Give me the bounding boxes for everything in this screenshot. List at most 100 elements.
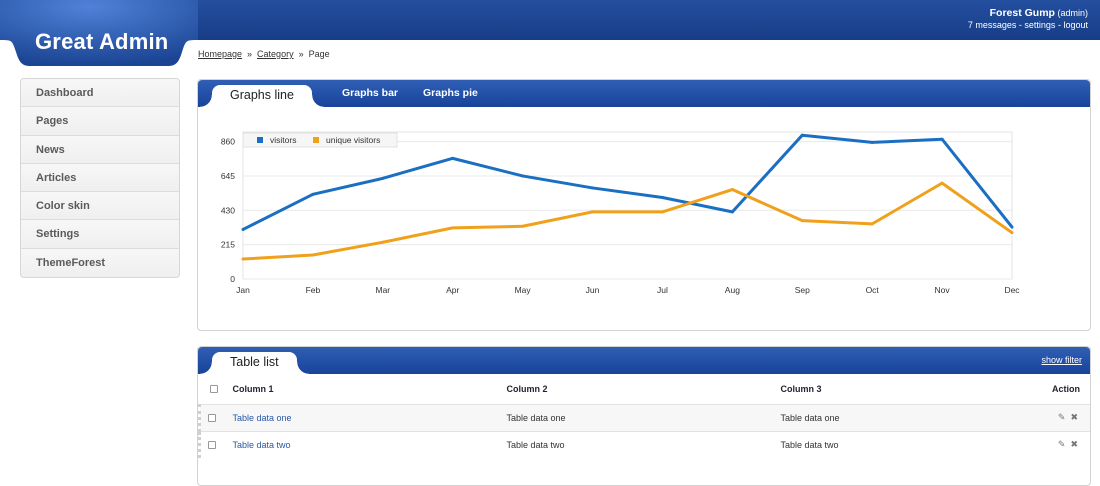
data-point: [730, 188, 734, 192]
x-tick-label: Feb: [306, 285, 321, 295]
table-row: Table data two Table data two Table data…: [198, 431, 1090, 458]
breadcrumb-separator: »: [298, 49, 304, 59]
data-point: [381, 176, 385, 180]
breadcrumb-current: Page: [308, 49, 330, 59]
table-panel: Table list show filter Column 1 Column 2…: [197, 346, 1091, 486]
edit-icon[interactable]: ✎: [1057, 439, 1066, 450]
data-point: [800, 219, 804, 223]
series-line-visitors: [242, 133, 1014, 231]
breadcrumb-separator: »: [247, 49, 253, 59]
sidebar-item-news[interactable]: News: [21, 135, 179, 164]
row-checkbox[interactable]: [208, 414, 216, 423]
series-line-unique-visitors: [242, 181, 1013, 261]
y-tick-label: 430: [221, 205, 235, 215]
legend-label: visitors: [270, 135, 296, 145]
column-header-action: Action: [1052, 383, 1080, 394]
data-point: [940, 181, 944, 185]
tab-graphs-line[interactable]: Graphs line: [200, 85, 324, 107]
show-filter-link[interactable]: show filter: [1041, 355, 1082, 365]
breadcrumb-homepage[interactable]: Homepage: [198, 49, 243, 59]
link-separator: -: [1018, 20, 1022, 30]
user-box: Forest Gump (admin) 7 messages - setting…: [968, 7, 1088, 31]
x-tick-label: Dec: [1004, 285, 1020, 295]
data-point: [940, 137, 944, 141]
row-checkbox[interactable]: [208, 441, 216, 450]
delete-icon[interactable]: ✖: [1070, 412, 1078, 422]
row-link[interactable]: Table data one: [232, 412, 292, 423]
x-tick-label: Nov: [935, 285, 951, 295]
x-tick-label: Aug: [725, 285, 740, 295]
breadcrumb: Homepage » Category » Page: [198, 49, 330, 59]
data-point: [241, 257, 245, 261]
sidebar-item-settings[interactable]: Settings: [21, 220, 179, 249]
x-tick-label: Oct: [866, 285, 880, 295]
sidebar-item-themeforest[interactable]: ThemeForest: [21, 248, 179, 278]
data-point: [311, 192, 315, 196]
sidebar-item-pages[interactable]: Pages: [21, 107, 179, 136]
sidebar-item-articles[interactable]: Articles: [21, 163, 179, 193]
data-point: [451, 156, 455, 160]
x-tick-label: Jul: [657, 285, 668, 295]
table-cell: Table data one: [780, 412, 840, 423]
tab-graphs-pie[interactable]: Graphs pie: [423, 87, 478, 99]
messages-link[interactable]: 7 messages: [967, 20, 1017, 30]
data-point: [1010, 231, 1014, 235]
table-cell: Table data two: [506, 439, 565, 450]
data-point: [591, 186, 595, 190]
settings-link[interactable]: settings: [1024, 20, 1056, 30]
column-header[interactable]: Column 2: [506, 383, 548, 394]
logo-tab: Great Admin: [0, 0, 198, 66]
table-cell: Table data one: [506, 412, 566, 423]
data-point: [521, 174, 525, 178]
table-cell: Table data two: [780, 439, 839, 450]
data-point: [591, 210, 595, 214]
column-header[interactable]: Column 1: [232, 383, 274, 394]
data-point: [730, 210, 734, 214]
y-tick-label: 645: [221, 171, 235, 181]
table-panel-header: Table list show filter: [198, 347, 1090, 374]
graphs-panel-header: Graphs line Graphs bar Graphs pie: [198, 80, 1090, 107]
legend-swatch: [313, 137, 319, 143]
user-role: (admin): [1057, 8, 1088, 18]
user-name[interactable]: Forest Gump: [989, 7, 1055, 19]
legend-box: [242, 132, 398, 148]
breadcrumb-category[interactable]: Category: [257, 49, 294, 59]
y-tick-label: 860: [221, 137, 235, 147]
sidebar-nav: Dashboard Pages News Articles Color skin…: [20, 78, 180, 279]
data-point: [311, 253, 315, 257]
legend-swatch: [257, 137, 263, 143]
x-tick-label: Jun: [586, 285, 600, 295]
graphs-panel: Graphs line Graphs bar Graphs pie 0 215 43…: [197, 79, 1091, 331]
data-point: [241, 227, 245, 231]
user-links: 7 messages - settings - logout: [968, 19, 1088, 31]
data-table: Column 1 Column 2 Column 3 Action Table …: [198, 374, 1090, 458]
sidebar-item-dashboard[interactable]: Dashboard: [21, 79, 179, 108]
edit-icon[interactable]: ✎: [1057, 412, 1066, 422]
data-point: [451, 226, 455, 230]
x-tick-label: Mar: [375, 285, 390, 295]
legend-label: unique visitors: [326, 135, 380, 145]
data-point: [870, 222, 874, 226]
tab-graphs-bar[interactable]: Graphs bar: [342, 87, 399, 99]
data-point: [1010, 225, 1014, 229]
sidebar-item-color-skin[interactable]: Color skin: [21, 192, 179, 221]
select-all-checkbox[interactable]: [209, 385, 218, 394]
line-chart-svg: 0 215 430 645 860 Jan Feb Mar Apr May Jun Jul Aug Sep…: [221, 131, 1020, 295]
x-tick-label: Sep: [795, 285, 810, 295]
logout-link[interactable]: logout: [1063, 20, 1088, 30]
row-link[interactable]: Table data two: [232, 439, 291, 450]
data-point: [660, 210, 664, 214]
logo[interactable]: Great Admin: [35, 29, 169, 54]
data-point: [660, 196, 664, 200]
plot-area: [242, 131, 1013, 280]
x-tick-label: Apr: [446, 285, 459, 295]
data-point: [381, 240, 385, 244]
table-panel-title: Table list: [200, 352, 309, 374]
line-chart: 0 215 430 645 860 Jan Feb Mar Apr May Jun Jul Aug Sep…: [198, 107, 1090, 334]
column-header[interactable]: Column 3: [780, 383, 822, 394]
data-point: [521, 224, 525, 228]
table-header-row: Column 1 Column 2 Column 3 Action: [200, 374, 1091, 404]
data-point: [800, 133, 804, 137]
x-tick-label: Jan: [236, 285, 250, 295]
delete-icon[interactable]: ✖: [1070, 439, 1078, 450]
